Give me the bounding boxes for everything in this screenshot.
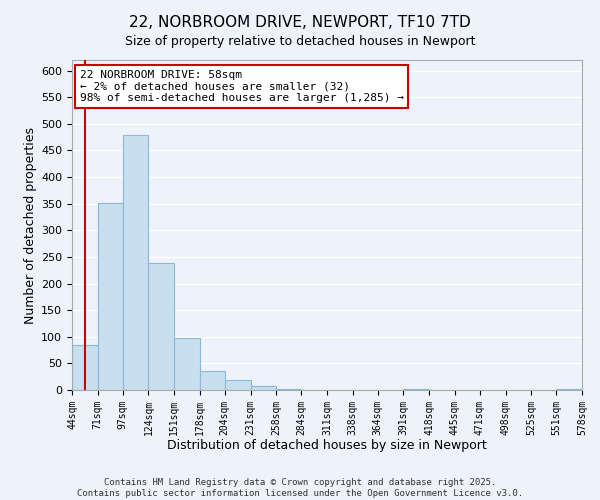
Bar: [251, 386, 277, 390]
Y-axis label: Number of detached properties: Number of detached properties: [24, 126, 37, 324]
X-axis label: Distribution of detached houses by size in Newport: Distribution of detached houses by size …: [167, 439, 487, 452]
Bar: [200, 372, 225, 390]
Text: 22, NORBROOM DRIVE, NEWPORT, TF10 7TD: 22, NORBROOM DRIVE, NEWPORT, TF10 7TD: [129, 15, 471, 30]
Bar: [72, 345, 98, 390]
Bar: [148, 264, 174, 390]
Bar: [122, 134, 148, 390]
Text: 22 NORBROOM DRIVE: 58sqm
← 2% of detached houses are smaller (32)
98% of semi-de: 22 NORBROOM DRIVE: 58sqm ← 2% of detache…: [80, 70, 404, 103]
Bar: [98, 202, 122, 390]
Text: Size of property relative to detached houses in Newport: Size of property relative to detached ho…: [125, 35, 475, 48]
Text: Contains HM Land Registry data © Crown copyright and database right 2025.
Contai: Contains HM Land Registry data © Crown c…: [77, 478, 523, 498]
Bar: [174, 338, 200, 390]
Bar: [277, 389, 301, 390]
Bar: [225, 380, 251, 390]
